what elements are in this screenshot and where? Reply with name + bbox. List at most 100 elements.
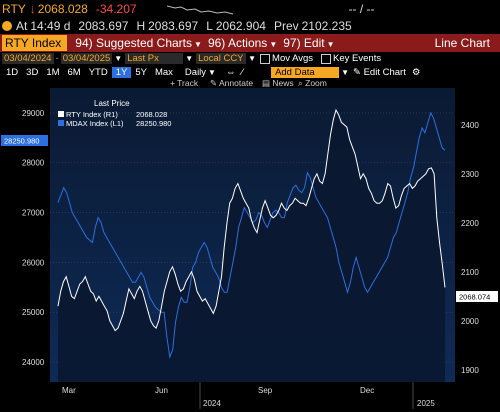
sparkline-icon	[166, 5, 233, 15]
rty-last-tag	[456, 291, 498, 302]
left-tick-label: 25000	[22, 308, 45, 317]
chart-legend: Last Price RTY Index (R1) 2068.028 MDAX …	[58, 99, 171, 128]
edit-chart-label: Edit Chart	[363, 66, 406, 78]
right-tick-label: 2400	[461, 121, 479, 130]
annotate-tool[interactable]: ✎ Annotate	[210, 79, 253, 88]
net-change: -34.207	[95, 2, 137, 16]
news-icon: ▤	[262, 79, 272, 88]
news-label: News	[272, 79, 293, 88]
chevron-down-icon[interactable]: ▼	[248, 54, 257, 63]
chart-type-title: Line Chart	[434, 36, 490, 50]
field-select[interactable]: Last Px	[125, 53, 184, 64]
mov-avgs-label: Mov Avgs	[272, 53, 314, 64]
line-style-icon[interactable]: ⁄	[241, 66, 244, 78]
compare-icon[interactable]: ⇔	[225, 66, 236, 78]
year-label: 2025	[417, 399, 435, 408]
left-tick-label: 24000	[22, 358, 45, 367]
edit-chart-button[interactable]: ✎ Edit Chart	[353, 67, 406, 78]
chevron-down-icon[interactable]: ▼	[341, 67, 349, 77]
period-button-3d[interactable]: 3D	[26, 66, 39, 78]
end-date-field[interactable]: 03/04/2025	[60, 53, 113, 64]
legend-value-mdax: 28250.980	[136, 119, 171, 128]
security-field[interactable]: RTY Index	[2, 35, 68, 51]
x-tick-label: Sep	[258, 386, 273, 395]
legend-title: Last Price	[94, 99, 130, 108]
period-button-1y[interactable]: 1Y	[111, 66, 132, 78]
period-button-1m[interactable]: 1M	[46, 66, 60, 78]
x-axis: Mar Jun Sep Dec 2024 2025	[62, 382, 435, 409]
period-button-1d[interactable]: 1D	[6, 66, 19, 78]
clock-icon	[2, 21, 12, 31]
legend-entry-rty: RTY Index (R1)	[66, 110, 118, 119]
last-price: 2068.028	[37, 2, 88, 16]
period-button-ytd[interactable]: YTD	[88, 66, 108, 78]
zoom-icon: ⌕	[298, 79, 305, 88]
rty-series-line[interactable]	[57, 108, 446, 332]
zoom-label: Zoom	[305, 79, 327, 88]
legend-entry-mdax: MDAX Index (L1)	[66, 119, 124, 128]
left-tick-label: 26000	[22, 258, 45, 267]
start-date-field[interactable]: 03/04/2024	[2, 53, 54, 64]
settings-gear-icon[interactable]: ⚙	[411, 66, 421, 78]
right-tick-label: 2100	[461, 268, 479, 277]
left-tick-label: 27000	[22, 209, 45, 218]
edit-menu[interactable]: 97) Edit ▼	[283, 36, 334, 50]
period-button-6m[interactable]: 6M	[67, 66, 81, 78]
currency-select[interactable]: Local CCY	[196, 53, 247, 64]
checkbox-icon	[321, 53, 332, 64]
right-tick-label: 2000	[461, 317, 479, 326]
key-events-toggle[interactable]: Key Events	[321, 53, 381, 64]
legend-value-rty: 2068.028	[136, 110, 167, 119]
add-data-field[interactable]: Add Data	[271, 66, 340, 78]
period-bar: 1D 3D 1M 6M YTD 1Y 5Y Max Daily ▼ ⇔ ⁄ Add Data ▼…	[0, 65, 500, 79]
legend-swatch-mdax	[58, 120, 64, 126]
chevron-down-icon: ▼	[194, 40, 202, 49]
price-chart[interactable]: + Track ✎ Annotate ▤ News ⌕ Zoom Last Pr…	[0, 79, 500, 412]
checkbox-icon	[260, 53, 271, 64]
right-tick-label: 2200	[461, 219, 479, 228]
annotate-icon: ✎	[210, 79, 219, 88]
actions-label: 96) Actions	[207, 36, 268, 50]
track-label: Track	[177, 79, 199, 88]
low-label: L	[206, 19, 213, 33]
chevron-down-icon: ▼	[269, 40, 278, 49]
left-axis: 24000 25000 26000 27000 28000 29000	[22, 109, 45, 367]
chevron-down-icon: ▼	[208, 67, 216, 77]
suggested-charts-menu[interactable]: 94) Suggested Charts ▼	[75, 36, 202, 50]
track-tool[interactable]: + Track	[170, 79, 199, 88]
prev-price: 2102.235	[301, 19, 352, 33]
edit-label: 97) Edit	[283, 36, 325, 50]
x-tick-label: Dec	[360, 386, 374, 395]
frequency-label: Daily	[184, 66, 207, 78]
date-separator: -	[55, 53, 59, 64]
right-tick-label: 2300	[461, 170, 479, 179]
time: 14:49 d	[30, 19, 71, 33]
crosshair-icon: +	[170, 79, 177, 88]
frequency-select[interactable]: Daily ▼	[185, 67, 216, 78]
zoom-tool[interactable]: ⌕ Zoom	[298, 79, 327, 88]
period-button-max[interactable]: Max	[154, 66, 173, 78]
legend-swatch-rty	[58, 111, 64, 117]
left-tick-label: 28000	[22, 159, 45, 168]
x-tick-label: Mar	[62, 386, 76, 395]
right-axis: 1900 2000 2100 2200 2300 2400	[461, 121, 479, 375]
prev-label: Prev	[273, 19, 299, 33]
right-tick-label: 1900	[461, 366, 479, 375]
price-details: At 14:49 d 2083.697 H 2083.697 L 2062.90…	[0, 18, 500, 34]
ticker[interactable]: RTY	[2, 2, 26, 16]
rty-area-fill	[58, 110, 445, 382]
x-tick-label: Jun	[155, 386, 168, 395]
left-tick-label: 29000	[22, 109, 45, 118]
mdax-last-value: 28250.980	[4, 137, 39, 146]
low-price: 2062.904	[215, 19, 266, 33]
mov-avgs-toggle[interactable]: Mov Avgs	[260, 53, 313, 64]
suggested-charts-label: 94) Suggested Charts	[75, 36, 193, 50]
news-tool[interactable]: ▤ News	[262, 79, 294, 88]
chevron-down-icon[interactable]: ▼	[185, 54, 194, 63]
actions-menu[interactable]: 96) Actions ▼	[208, 36, 277, 50]
open-price: 2083.697	[78, 19, 129, 33]
period-button-5y[interactable]: 5Y	[135, 66, 147, 78]
period-buttons: 1D 3D 1M 6M YTD 1Y 5Y Max	[2, 66, 177, 78]
at-label: At	[16, 19, 28, 33]
calendar-dropdown-icon[interactable]: ▼	[114, 54, 123, 63]
